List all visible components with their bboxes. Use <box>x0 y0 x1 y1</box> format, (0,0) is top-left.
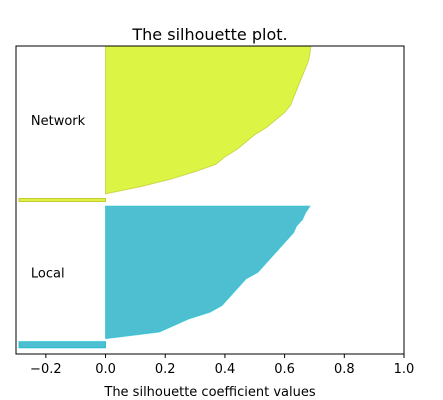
x-axis: −0.2 0.0 0.2 0.4 0.6 0.8 1.0 <box>30 354 414 377</box>
outlier-bar-network <box>18 198 106 202</box>
silhouette-local <box>105 205 311 340</box>
cluster-label-local: Local <box>31 266 65 281</box>
x-tick-label: 0.8 <box>334 362 355 377</box>
x-axis-label: The silhouette coefficient values <box>103 385 315 400</box>
cluster-label-network: Network <box>31 114 86 129</box>
x-tick-label: 0.0 <box>95 362 116 377</box>
x-tick-label: 1.0 <box>394 362 415 377</box>
plot-frame <box>15 45 405 355</box>
x-tick-label: −0.2 <box>30 362 62 377</box>
x-tick-label: 0.2 <box>155 362 176 377</box>
x-tick-label: 0.6 <box>274 362 295 377</box>
plot-area: Local Network <box>18 45 312 349</box>
chart-title: The silhouette plot. <box>131 25 287 44</box>
outlier-bar-local <box>18 341 106 349</box>
silhouette-network <box>105 45 312 195</box>
x-tick-label: 0.4 <box>215 362 236 377</box>
